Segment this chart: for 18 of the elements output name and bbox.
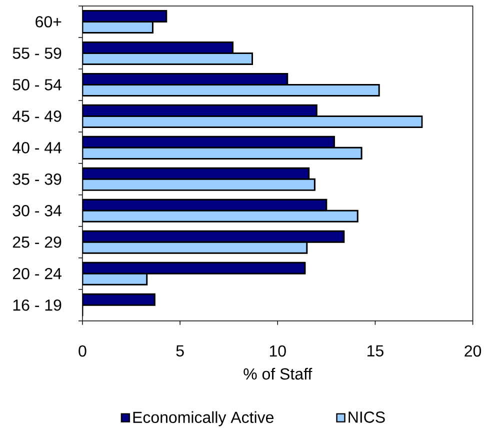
legend-label: NICS	[348, 412, 385, 423]
y-tick-label: 40 - 44	[12, 142, 62, 154]
x-axis-title: % of Staff	[244, 368, 312, 380]
y-tick-label: 60+	[36, 16, 62, 28]
y-tick-label: 45 - 49	[12, 110, 62, 122]
y-tick-label: 35 - 39	[12, 174, 62, 185]
x-tick-label: 10	[270, 345, 286, 357]
y-tick-label: 16 - 19	[13, 300, 62, 311]
y-tick-label: 25 - 29	[12, 236, 62, 248]
y-tick-label: 20 - 24	[12, 268, 62, 280]
y-tick-label: 30 - 34	[12, 205, 62, 216]
y-tick-label: 50 - 54	[12, 79, 62, 90]
legend-label: Economically Active	[133, 411, 274, 426]
x-tick-label: 0	[78, 345, 86, 357]
x-tick-label: 20	[464, 345, 482, 357]
y-tick-label: 55 - 59	[12, 48, 62, 59]
x-tick-label: 5	[176, 345, 184, 357]
x-tick-label: 15	[368, 345, 384, 357]
